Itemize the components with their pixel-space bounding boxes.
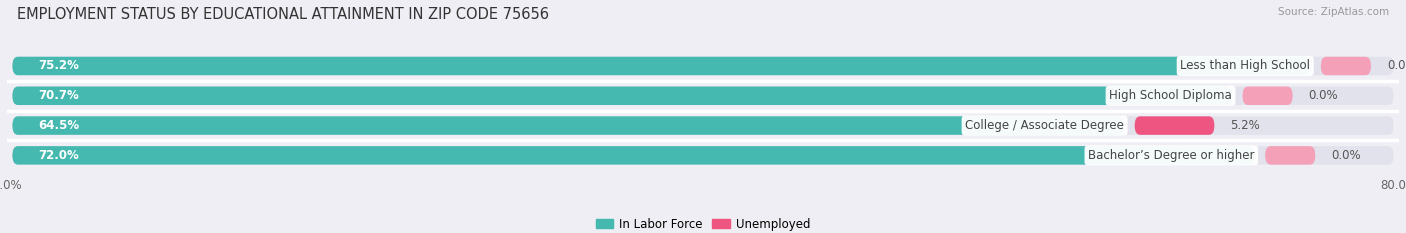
FancyBboxPatch shape xyxy=(1320,57,1371,75)
Text: 64.5%: 64.5% xyxy=(38,119,80,132)
Text: 0.0%: 0.0% xyxy=(1309,89,1339,102)
FancyBboxPatch shape xyxy=(13,57,1393,75)
Text: High School Diploma: High School Diploma xyxy=(1109,89,1232,102)
FancyBboxPatch shape xyxy=(13,116,1123,135)
FancyBboxPatch shape xyxy=(1243,86,1292,105)
Text: 0.0%: 0.0% xyxy=(1331,149,1361,162)
FancyBboxPatch shape xyxy=(13,86,1393,105)
Text: Source: ZipAtlas.com: Source: ZipAtlas.com xyxy=(1278,7,1389,17)
Text: Bachelor’s Degree or higher: Bachelor’s Degree or higher xyxy=(1088,149,1254,162)
Text: 70.7%: 70.7% xyxy=(38,89,79,102)
Text: 75.2%: 75.2% xyxy=(38,59,79,72)
Text: Less than High School: Less than High School xyxy=(1180,59,1310,72)
Legend: In Labor Force, Unemployed: In Labor Force, Unemployed xyxy=(591,213,815,233)
Text: College / Associate Degree: College / Associate Degree xyxy=(965,119,1123,132)
Text: EMPLOYMENT STATUS BY EDUCATIONAL ATTAINMENT IN ZIP CODE 75656: EMPLOYMENT STATUS BY EDUCATIONAL ATTAINM… xyxy=(17,7,548,22)
FancyBboxPatch shape xyxy=(13,86,1232,105)
FancyBboxPatch shape xyxy=(13,116,1393,135)
FancyBboxPatch shape xyxy=(13,57,1310,75)
Text: 5.2%: 5.2% xyxy=(1230,119,1260,132)
Text: 0.0%: 0.0% xyxy=(1386,59,1406,72)
FancyBboxPatch shape xyxy=(13,146,1254,165)
FancyBboxPatch shape xyxy=(1265,146,1315,165)
FancyBboxPatch shape xyxy=(1135,116,1215,135)
Text: 72.0%: 72.0% xyxy=(38,149,79,162)
FancyBboxPatch shape xyxy=(13,146,1393,165)
